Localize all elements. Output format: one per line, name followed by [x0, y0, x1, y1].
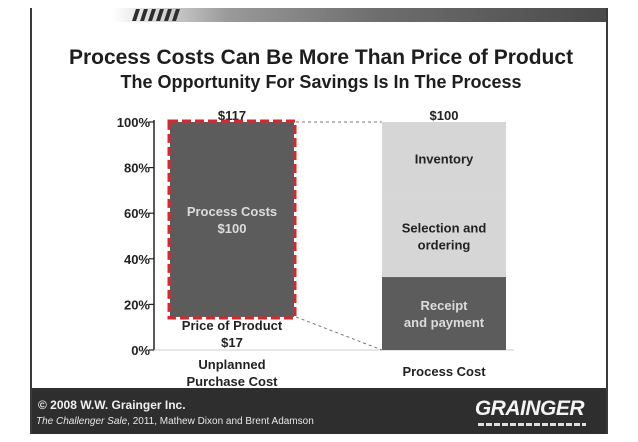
source-details: , 2011, Mathew Dixon and Brent Adamson [127, 416, 314, 427]
segment-label: $100 [218, 221, 247, 236]
logo-underline [478, 423, 586, 426]
bar-total-label: $117 [218, 108, 246, 123]
chart-subtitle: The Opportunity For Savings Is In The Pr… [120, 72, 522, 92]
segment-label: Price of Product [182, 318, 283, 333]
y-tick-label: 0% [131, 343, 150, 358]
chart-title: Process Costs Can Be More Than Price of … [68, 46, 574, 69]
grainger-logo: GRAINGER [474, 397, 585, 420]
y-tick-label: 80% [124, 161, 150, 176]
top-banner [32, 8, 606, 22]
segment-label: and payment [404, 315, 485, 330]
y-tick-label: 60% [124, 206, 150, 221]
segment-label: $17 [221, 335, 243, 350]
segment-label: Process Costs [187, 204, 277, 219]
source-citation: The Challenger Sale, 2011, Mathew Dixon … [36, 416, 314, 427]
copyright-text: © 2008 W.W. Grainger Inc. [38, 398, 186, 412]
bar-segment [170, 122, 294, 317]
y-tick-label: 40% [124, 252, 150, 267]
bar-total-label: $100 [430, 108, 459, 123]
slide: Process Costs Can Be More Than Price of … [30, 8, 608, 434]
bar-segment [382, 122, 506, 195]
segment-label: Inventory [415, 151, 474, 166]
cost-chart: 0% 20% 40% 60% 80% 100% Price of Product $17 Pro… [117, 108, 514, 388]
highlight-border [167, 119, 297, 320]
connector-bottom [295, 316, 383, 351]
source-book-title: The Challenger Sale [36, 416, 128, 427]
segment-label: ordering [418, 238, 471, 253]
y-tick-label: 100% [117, 115, 151, 130]
category-label: Process Cost [402, 364, 486, 379]
segment-label: Receipt [421, 298, 469, 313]
bar-segment [382, 194, 506, 278]
segment-label: Selection and [402, 221, 487, 236]
y-tick-label: 20% [124, 297, 150, 312]
category-label: Purchase Cost [186, 374, 278, 388]
category-label: Unplanned [198, 357, 265, 372]
bar-segment [382, 277, 506, 350]
footer: © 2008 W.W. Grainger Inc. The Challenger… [32, 388, 606, 434]
